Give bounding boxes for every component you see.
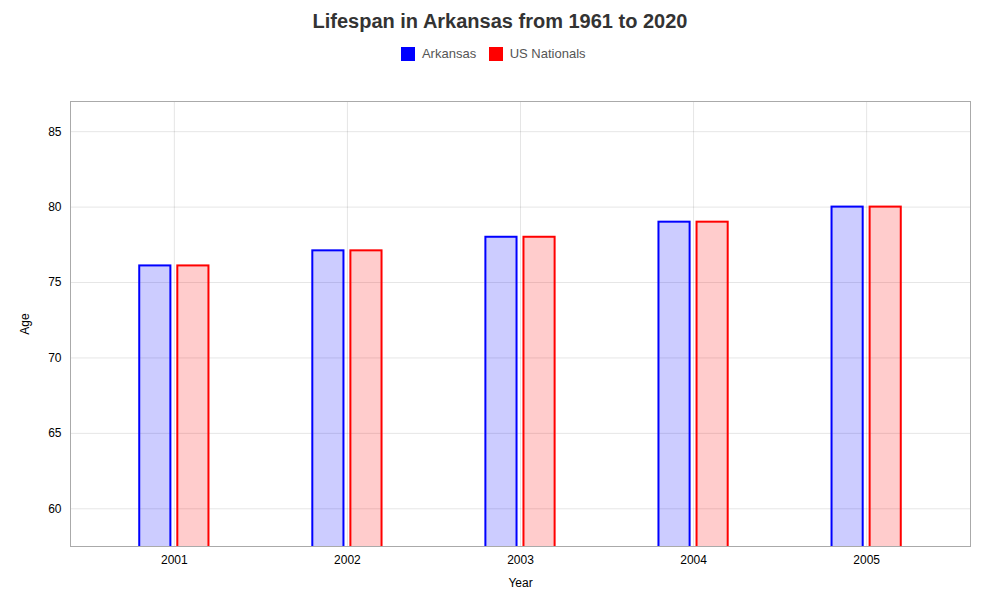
svg-text:2002: 2002 bbox=[334, 553, 361, 567]
svg-text:Year: Year bbox=[508, 575, 532, 589]
svg-text:2001: 2001 bbox=[161, 553, 188, 567]
svg-text:2005: 2005 bbox=[853, 553, 880, 567]
svg-text:80: 80 bbox=[48, 199, 62, 213]
html-text:Arkansas: Arkansas bbox=[422, 46, 477, 61]
svg-text:Age: Age bbox=[18, 313, 32, 335]
svg-text:70: 70 bbox=[48, 350, 62, 364]
html-text:Lifespan in Arkansas from 1961: Lifespan in Arkansas from 1961 to 2020 bbox=[312, 10, 688, 32]
svg-text:75: 75 bbox=[48, 275, 62, 289]
svg-text:65: 65 bbox=[48, 426, 62, 440]
svg-text:2004: 2004 bbox=[680, 553, 707, 567]
svg-text:2003: 2003 bbox=[507, 553, 534, 567]
svg-text:60: 60 bbox=[48, 501, 62, 515]
svg-text:85: 85 bbox=[48, 124, 62, 138]
html-text:US Nationals: US Nationals bbox=[509, 46, 586, 61]
